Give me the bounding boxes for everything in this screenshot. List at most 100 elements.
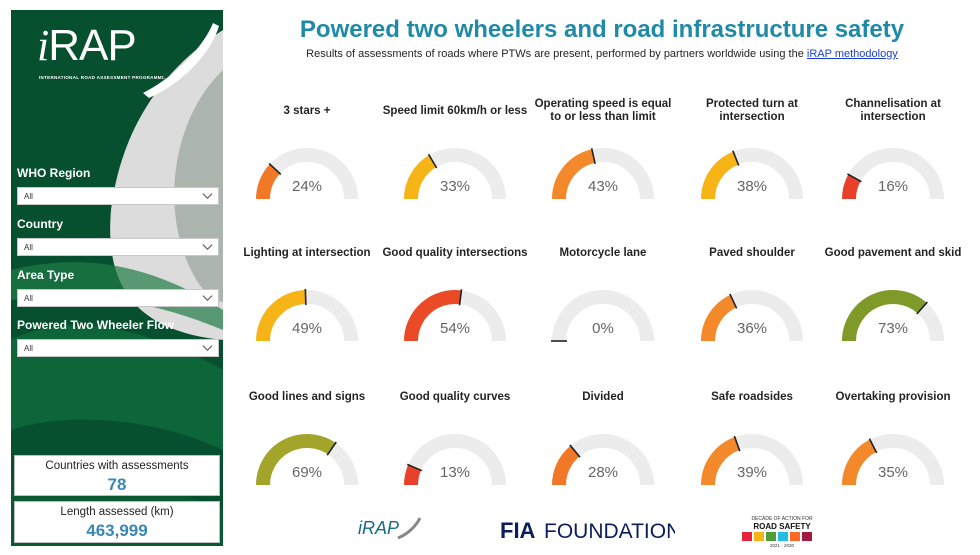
gauge-card: Good pavement and skid 73%: [818, 232, 968, 372]
gauge-value: 13%: [439, 464, 471, 481]
gauge-fill: [256, 434, 336, 486]
gauge-card: Operating speed is equal to or less than…: [528, 90, 678, 230]
gauge-card: Divided 28%: [528, 376, 678, 516]
gauge-fill: [552, 445, 580, 486]
gauge-card: Good quality curves 13%: [380, 376, 530, 516]
gauge-fill: [701, 151, 739, 200]
gauge-card: Channelisation at intersection 16%: [818, 90, 968, 230]
gauge-chart: [404, 289, 506, 342]
gauge-marker: [458, 289, 463, 306]
gauge-label: Speed limit 60km/h or less: [382, 104, 528, 117]
gauge-card: Lighting at intersection 49%: [232, 232, 382, 372]
filter-ptw-flow: Powered Two Wheeler Flow All: [17, 318, 219, 357]
filter-label: Powered Two Wheeler Flow: [17, 318, 175, 332]
gauge-card: Protected turn at intersection 38%: [677, 90, 827, 230]
gauge-label: Safe roadsides: [711, 390, 793, 403]
gauge-marker: [590, 148, 596, 165]
gauge-card: Safe roadsides 39%: [677, 376, 827, 516]
gauge-chart: [842, 290, 944, 342]
filter-label: WHO Region: [17, 166, 91, 180]
gauge-value: 73%: [877, 320, 909, 337]
gauge-chart: [701, 290, 803, 342]
gauge-fill: [404, 290, 462, 342]
gauge-label: Motorcycle lane: [559, 246, 647, 259]
gauge-label: Paved shoulder: [709, 246, 795, 259]
who-region-dropdown[interactable]: All: [17, 187, 219, 205]
filter-area-type: Area Type All: [17, 268, 219, 307]
gauge-value: 36%: [736, 320, 768, 337]
gauge-track: [552, 290, 654, 342]
gauge-marker: [268, 162, 282, 175]
sidebar-panel: iRAP INTERNATIONAL ROAD ASSESSMENT PROGR…: [11, 10, 223, 546]
gauge-value: 24%: [291, 178, 323, 195]
gauge-label: Divided: [582, 390, 624, 403]
gauge-chart: [404, 434, 506, 486]
gauge-card: Overtaking provision 35%: [818, 376, 968, 516]
svg-text:FIA: FIA: [500, 518, 536, 543]
gauge-label: 3 stars +: [283, 104, 331, 117]
chevron-down-icon: [202, 244, 213, 251]
gauge-marker: [326, 441, 337, 456]
fia-foundation-logo: FIA FOUNDATION: [500, 513, 681, 552]
decade-road-safety-logo: DECADE OF ACTION FOR ROAD SAFETY 2021 - …: [732, 512, 832, 553]
gauge-label: Good quality intersections: [382, 246, 528, 259]
page-subtitle: Results of assessments of roads where PT…: [306, 48, 898, 60]
svg-text:2021 - 2030: 2021 - 2030: [770, 543, 795, 548]
gauge-chart: [552, 434, 654, 486]
gauge-label: Protected turn at intersection: [705, 98, 798, 123]
gauge-label: Good pavement and skid: [824, 246, 962, 259]
gauge-value: 0%: [592, 320, 614, 337]
gauge-value: 39%: [736, 464, 768, 481]
gauge-chart: [701, 434, 803, 486]
gauge-value: 38%: [736, 178, 768, 195]
gauge-marker: [304, 289, 307, 306]
country-dropdown[interactable]: All: [17, 238, 219, 256]
gauge-fill: [404, 155, 437, 200]
gauge-label: Overtaking provision: [835, 390, 951, 403]
gauge-fill: [842, 290, 927, 342]
gauge-value: 69%: [291, 464, 323, 481]
road-swoosh-icon: [143, 23, 219, 98]
gauge-marker: [406, 463, 423, 472]
gauge-card: 3 stars + 24%: [232, 90, 382, 230]
gauge-card: Motorcycle lane 0%: [528, 232, 678, 372]
irap-methodology-link[interactable]: iRAP methodology: [806, 48, 898, 60]
gauge-label: Good quality curves: [399, 390, 511, 403]
gauge-label: Operating speed is equal to or less than…: [534, 98, 672, 123]
gauge-chart: [404, 148, 506, 200]
chevron-down-icon: [202, 345, 213, 352]
filter-country: Country All: [17, 217, 219, 256]
gauge-card: Paved shoulder 36%: [677, 232, 827, 372]
gauge-value: 35%: [877, 464, 909, 481]
gauge-card: Good quality intersections 54%: [380, 232, 530, 372]
ptw-flow-dropdown[interactable]: All: [17, 339, 219, 357]
irap-logo: iRAP INTERNATIONAL ROAD ASSESSMENT PROGR…: [23, 18, 223, 98]
gauge-value: 16%: [877, 178, 909, 195]
gauge-marker: [729, 293, 738, 309]
gauge-value: 43%: [587, 178, 619, 195]
length-stat-card: Length assessed (km) 463,999: [14, 501, 220, 543]
gauge-track: [404, 434, 506, 486]
gauge-label: Channelisation at intersection: [845, 98, 941, 123]
gauge-chart: [256, 434, 358, 486]
page-title: Powered two wheelers and road infrastruc…: [299, 16, 905, 43]
gauge-marker: [733, 435, 741, 452]
gauge-chart: [551, 290, 654, 342]
countries-stat-card: Countries with assessments 78: [14, 455, 220, 496]
gauge-marker: [732, 150, 740, 166]
irap-footer-logo: iRAP: [356, 512, 426, 547]
gauge-value: 54%: [439, 320, 471, 337]
area-type-dropdown[interactable]: All: [17, 289, 219, 307]
filter-label: Country: [17, 217, 63, 231]
gauge-marker: [847, 173, 862, 183]
gauge-marker: [427, 153, 438, 169]
svg-text:DECADE OF ACTION FOR: DECADE OF ACTION FOR: [751, 516, 813, 522]
gauge-fill: [256, 164, 281, 200]
gauge-fill: [842, 439, 877, 486]
chevron-down-icon: [202, 295, 213, 302]
gauge-label: Lighting at intersection: [243, 246, 371, 259]
chevron-down-icon: [202, 193, 213, 200]
filter-label: Area Type: [17, 268, 75, 282]
gauge-card: Good lines and signs 69%: [232, 376, 382, 516]
gauge-chart: [842, 434, 944, 486]
